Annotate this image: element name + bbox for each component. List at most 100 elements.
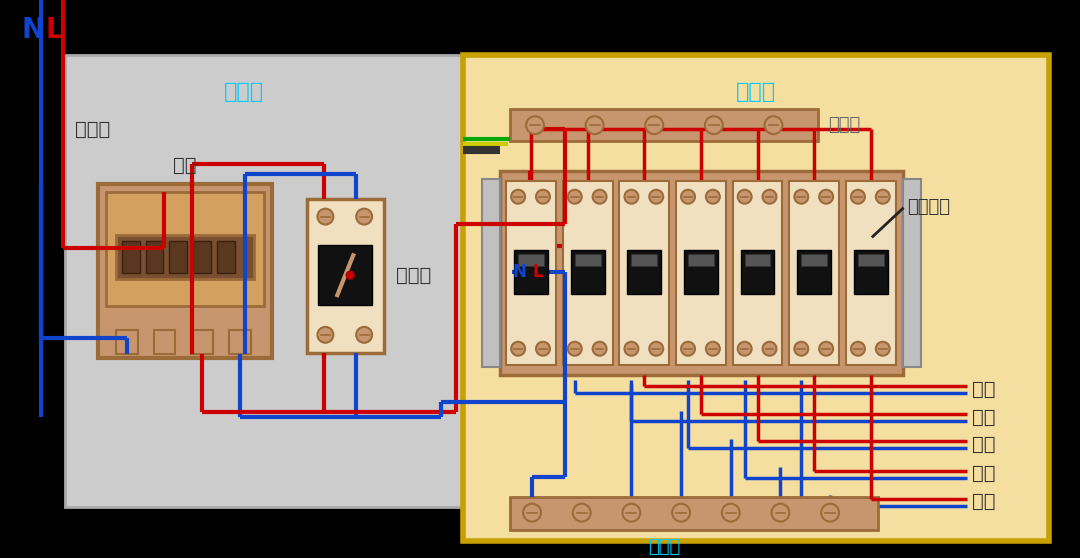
Bar <box>116 330 137 354</box>
Bar <box>741 251 774 294</box>
Bar <box>217 242 235 273</box>
Circle shape <box>536 341 550 355</box>
Circle shape <box>318 327 334 343</box>
Bar <box>801 254 827 266</box>
Bar <box>146 242 163 273</box>
Bar <box>797 251 832 294</box>
Circle shape <box>876 341 890 355</box>
Circle shape <box>536 190 550 204</box>
Bar <box>846 181 895 364</box>
Circle shape <box>851 190 865 204</box>
Bar <box>98 184 272 358</box>
Bar <box>483 179 500 367</box>
Circle shape <box>706 341 720 355</box>
Text: L: L <box>532 263 542 281</box>
Circle shape <box>795 190 808 204</box>
Circle shape <box>681 341 696 355</box>
Circle shape <box>318 209 334 224</box>
Circle shape <box>646 116 663 134</box>
Bar <box>106 192 264 306</box>
Text: 空调: 空调 <box>972 435 996 454</box>
Circle shape <box>624 341 638 355</box>
Bar <box>510 497 878 530</box>
Bar <box>676 181 726 364</box>
Bar <box>507 181 556 364</box>
Bar <box>307 199 384 353</box>
Circle shape <box>649 190 663 204</box>
Bar <box>65 55 462 507</box>
Circle shape <box>876 190 890 204</box>
Circle shape <box>649 341 663 355</box>
Circle shape <box>568 341 582 355</box>
Circle shape <box>820 341 833 355</box>
Bar <box>191 330 213 354</box>
Circle shape <box>593 341 607 355</box>
Bar <box>500 171 903 374</box>
Circle shape <box>738 190 752 204</box>
Bar <box>620 181 670 364</box>
Bar <box>789 181 839 364</box>
Bar <box>3 0 1077 55</box>
Text: 零线排: 零线排 <box>648 538 680 556</box>
Circle shape <box>347 271 354 279</box>
Circle shape <box>765 116 782 134</box>
Circle shape <box>721 504 740 522</box>
Bar <box>575 254 600 266</box>
Bar <box>153 330 175 354</box>
Text: 插座: 插座 <box>972 408 996 427</box>
Bar <box>745 254 770 266</box>
Bar <box>514 251 548 294</box>
Text: 总开关: 总开关 <box>396 266 431 285</box>
Bar <box>563 181 612 364</box>
Bar <box>858 254 883 266</box>
Circle shape <box>523 504 541 522</box>
Bar <box>688 254 714 266</box>
Circle shape <box>624 190 638 204</box>
Bar <box>122 242 139 273</box>
Bar <box>116 235 254 279</box>
Circle shape <box>821 504 839 522</box>
Text: 接地排: 接地排 <box>828 116 861 134</box>
Bar <box>903 179 920 367</box>
Bar <box>632 254 658 266</box>
Text: N: N <box>22 16 44 44</box>
Text: 照明: 照明 <box>972 380 996 399</box>
Circle shape <box>585 116 604 134</box>
Circle shape <box>738 341 752 355</box>
Text: 电表筱: 电表筱 <box>224 83 265 103</box>
Text: 电表: 电表 <box>173 156 197 175</box>
Text: 电器: 电器 <box>972 492 996 511</box>
Bar <box>571 251 605 294</box>
Circle shape <box>622 504 640 522</box>
Circle shape <box>820 190 833 204</box>
Circle shape <box>672 504 690 522</box>
Circle shape <box>356 327 373 343</box>
Bar <box>462 55 1049 541</box>
Circle shape <box>851 341 865 355</box>
Text: L: L <box>45 16 63 44</box>
Circle shape <box>511 341 525 355</box>
Text: 家用: 家用 <box>972 464 996 483</box>
Circle shape <box>681 190 696 204</box>
Bar <box>732 181 782 364</box>
Circle shape <box>762 341 777 355</box>
Circle shape <box>705 116 723 134</box>
Text: N: N <box>512 263 526 281</box>
Text: 配电筱: 配电筱 <box>735 83 775 103</box>
Bar <box>193 242 212 273</box>
Circle shape <box>593 190 607 204</box>
Bar <box>518 254 544 266</box>
Circle shape <box>511 190 525 204</box>
Circle shape <box>568 190 582 204</box>
Bar <box>854 251 888 294</box>
Bar <box>510 109 819 141</box>
Text: 进户线: 进户线 <box>75 119 110 138</box>
Bar <box>684 251 718 294</box>
Circle shape <box>572 504 591 522</box>
Circle shape <box>795 341 808 355</box>
Bar <box>229 330 251 354</box>
Circle shape <box>771 504 789 522</box>
Bar <box>627 251 661 294</box>
Circle shape <box>526 116 544 134</box>
Circle shape <box>762 190 777 204</box>
